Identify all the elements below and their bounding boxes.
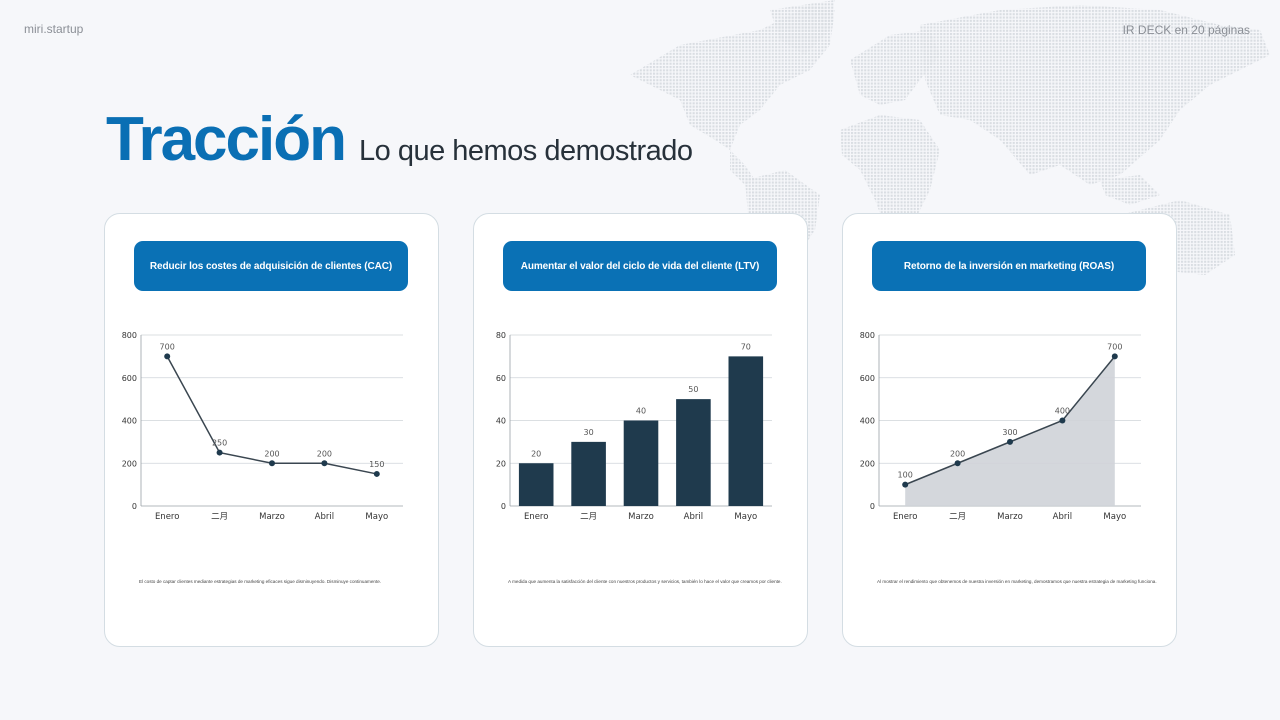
data-label: 400 bbox=[1055, 407, 1070, 416]
ltv-bar-chart: 0 20 40 60 80 Enero 二月 Marzo Abril Mayo 20 30 40 50 70 bbox=[492, 322, 792, 522]
cac-chart-svg: 0 200 400 600 800 Enero 二月 Marzo Abril Mayo 700 250… bbox=[122, 331, 403, 522]
data-label: 50 bbox=[688, 385, 698, 394]
data-point bbox=[902, 481, 909, 488]
y-tick-label: 20 bbox=[496, 459, 506, 468]
x-tick-label: 二月 bbox=[949, 512, 966, 522]
x-tick-label: Abril bbox=[684, 512, 703, 522]
data-label: 200 bbox=[950, 449, 965, 458]
y-tick-label: 600 bbox=[122, 374, 137, 383]
y-tick-label: 0 bbox=[132, 502, 137, 511]
x-tick-label: Marzo bbox=[259, 512, 285, 522]
roas-chart-svg: 0 200 400 600 800 Enero 二月 Marzo Abril Mayo 100 200… bbox=[860, 331, 1141, 522]
deck-label: IR DECK en 20 páginas bbox=[1122, 23, 1250, 37]
x-tick-label: Marzo bbox=[997, 512, 1023, 522]
data-label: 30 bbox=[584, 428, 594, 437]
y-tick-label: 200 bbox=[860, 459, 875, 468]
y-tick-label: 400 bbox=[122, 417, 137, 426]
x-tick-label: 二月 bbox=[211, 512, 228, 522]
data-point bbox=[216, 449, 223, 456]
data-label: 70 bbox=[741, 342, 751, 351]
bar bbox=[518, 463, 554, 506]
card-caption-cac: El costo de captar clientes mediante est… bbox=[139, 579, 382, 584]
data-point bbox=[954, 460, 961, 467]
x-tick-label: 二月 bbox=[580, 512, 597, 522]
y-tick-label: 800 bbox=[122, 331, 137, 340]
data-label: 40 bbox=[636, 407, 646, 416]
card-caption-roas: Al mostrar el rendimiento que obtenemos … bbox=[877, 579, 1157, 584]
brand-name: miri.startup bbox=[24, 22, 84, 36]
card-roas: Retorno de la inversión en marketing (RO… bbox=[842, 213, 1177, 647]
x-tick-label: Mayo bbox=[1103, 512, 1126, 522]
data-label: 700 bbox=[160, 342, 175, 351]
card-ltv: Aumentar el valor del ciclo de vida del … bbox=[473, 213, 808, 647]
y-tick-label: 800 bbox=[860, 331, 875, 340]
data-point bbox=[1059, 417, 1066, 424]
x-tick-label: Enero bbox=[893, 512, 918, 522]
x-tick-label: Abril bbox=[315, 512, 334, 522]
x-tick-label: Marzo bbox=[628, 512, 654, 522]
x-tick-label: Enero bbox=[524, 512, 549, 522]
x-tick-label: Enero bbox=[155, 512, 180, 522]
y-tick-label: 80 bbox=[496, 331, 506, 340]
y-tick-label: 200 bbox=[122, 459, 137, 468]
x-tick-label: Mayo bbox=[734, 512, 757, 522]
x-tick-label: Mayo bbox=[365, 512, 388, 522]
page-title: Tracción Lo que hemos demostrado bbox=[106, 104, 693, 175]
area-fill bbox=[905, 356, 1115, 506]
data-point bbox=[321, 460, 328, 467]
y-tick-label: 400 bbox=[860, 417, 875, 426]
y-tick-label: 0 bbox=[870, 502, 875, 511]
ltv-chart-svg: 0 20 40 60 80 Enero 二月 Marzo Abril Mayo 20 30 40 50 70 bbox=[496, 331, 772, 522]
y-tick-label: 40 bbox=[496, 417, 506, 426]
card-cac: Reducir los costes de adquisición de cli… bbox=[104, 213, 439, 647]
y-tick-label: 60 bbox=[496, 374, 506, 383]
bar bbox=[676, 399, 711, 506]
card-caption-ltv: A medida que aumenta la satisfacción del… bbox=[508, 579, 782, 584]
y-tick-label: 600 bbox=[860, 374, 875, 383]
data-label: 700 bbox=[1107, 342, 1122, 351]
data-label: 150 bbox=[369, 460, 384, 469]
data-label: 200 bbox=[317, 449, 332, 458]
bar bbox=[571, 441, 606, 506]
cac-line-chart: 0 200 400 600 800 Enero 二月 Marzo Abril Mayo 700 250… bbox=[122, 322, 423, 522]
card-heading-roas: Retorno de la inversión en marketing (RO… bbox=[872, 241, 1146, 291]
data-label: 200 bbox=[264, 449, 279, 458]
page-subtitle: Lo que hemos demostrado bbox=[359, 135, 693, 167]
data-label: 20 bbox=[531, 449, 541, 458]
data-point bbox=[373, 470, 380, 477]
y-tick-label: 0 bbox=[501, 502, 506, 511]
data-point bbox=[1007, 438, 1013, 445]
data-label: 250 bbox=[212, 439, 227, 448]
data-point bbox=[269, 460, 275, 467]
data-label: 100 bbox=[898, 471, 913, 480]
data-point bbox=[1111, 353, 1118, 360]
data-point bbox=[164, 353, 171, 360]
data-label: 300 bbox=[1002, 428, 1017, 437]
roas-area-chart: 0 200 400 600 800 Enero 二月 Marzo Abril Mayo 100 200… bbox=[860, 322, 1161, 522]
card-heading-cac: Reducir los costes de adquisición de cli… bbox=[134, 241, 408, 291]
x-tick-label: Abril bbox=[1053, 512, 1072, 522]
card-heading-ltv: Aumentar el valor del ciclo de vida del … bbox=[503, 241, 777, 291]
bar bbox=[728, 356, 764, 506]
page-title-main: Tracción bbox=[106, 105, 347, 174]
bar bbox=[623, 420, 659, 506]
